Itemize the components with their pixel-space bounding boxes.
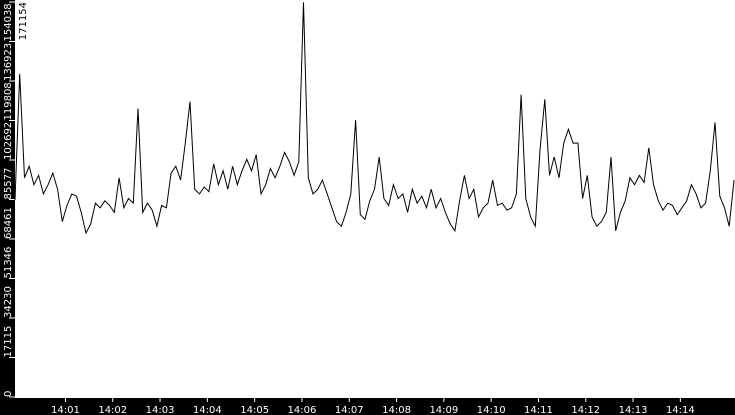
x-tick-label: 14:04: [193, 405, 222, 415]
x-tick-label: 14:01: [51, 405, 80, 415]
series-line: [14, 2, 735, 235]
y-tick-label: 154038: [3, 3, 14, 41]
x-tick-label: 14:10: [477, 405, 506, 415]
plot-area: [15, 0, 735, 398]
x-tick-label: 14:09: [429, 405, 458, 415]
x-tick-label: 14:08: [382, 405, 411, 415]
x-tick-label: 14:03: [146, 405, 175, 415]
x-tick-label: 14:05: [240, 405, 269, 415]
y-tick-label: 34230: [3, 286, 14, 318]
x-tick-label: 14:07: [335, 405, 364, 415]
y-axis: 0 17115 34230 51346 68461 85577 102692 11980813…: [3, 1, 29, 398]
y-tick-label: 171154: [18, 2, 29, 40]
y-tick-label: 0: [3, 391, 14, 397]
x-axis: 14:01 14:02 14:03 14:04 14:05 14:06 14:07 14:08…: [51, 398, 695, 415]
x-tick-label: 14:11: [524, 405, 553, 415]
x-tick-label: 14:14: [666, 405, 695, 415]
x-tick-label: 14:12: [571, 405, 600, 415]
y-tick-label: 102692: [3, 122, 14, 160]
y-tick-label: 51346: [3, 247, 14, 279]
x-tick-label: 14:13: [619, 405, 648, 415]
series-group: [14, 2, 735, 235]
y-tick-label: 136923: [3, 43, 14, 81]
y-tick-label: 17115: [3, 326, 14, 358]
x-tick-label: 14:06: [288, 405, 317, 415]
y-tick-label: 119808: [3, 82, 14, 120]
y-tick-label: 85577: [3, 168, 14, 200]
y-tick-label: 68461: [3, 207, 14, 239]
x-tick-label: 14:02: [98, 405, 127, 415]
